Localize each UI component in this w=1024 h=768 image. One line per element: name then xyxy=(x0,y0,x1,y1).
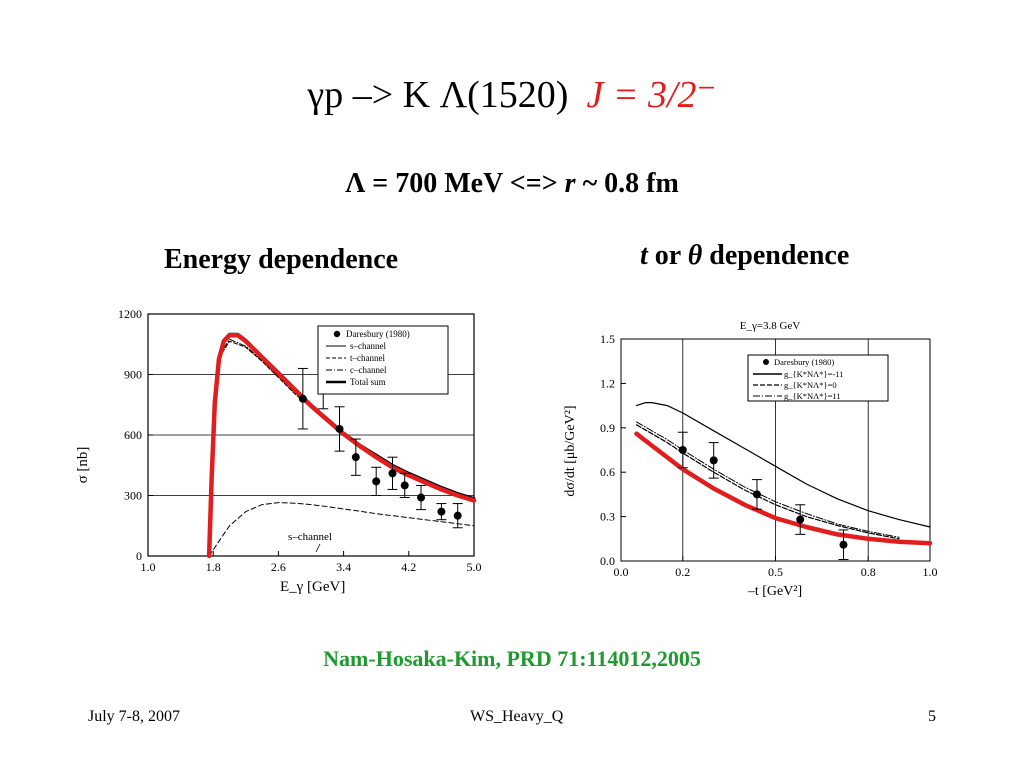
data-point xyxy=(335,424,344,433)
s-channel-annotation: s–channel xyxy=(288,531,332,543)
legend-marker-daresbury xyxy=(333,330,341,338)
x-tick-label: 5.0 xyxy=(467,560,482,574)
data-point xyxy=(709,456,718,465)
y-tick-label: 1.2 xyxy=(600,376,615,390)
x-tick-label: 1.0 xyxy=(923,565,938,579)
footer-page-number: 5 xyxy=(928,708,936,725)
legend-marker-daresbury xyxy=(763,359,769,365)
data-point xyxy=(388,469,397,478)
data-point xyxy=(417,493,426,502)
data-point xyxy=(839,540,848,549)
legend-daresbury: Daresbury (1980) xyxy=(774,357,834,367)
x-tick-label: 0.8 xyxy=(861,565,876,579)
y-tick-label: 0.0 xyxy=(600,554,615,568)
data-point xyxy=(453,511,462,520)
y-axis-label: dσ/dt [μb/GeV²] xyxy=(563,405,578,496)
x-tick-label: 1.0 xyxy=(141,560,156,574)
subtitle-lambda: Λ = 700 MeV <=> xyxy=(345,168,565,199)
y-tick-label: 900 xyxy=(124,368,142,382)
legend-right: Daresbury (1980) g_{K*NΛ*}=-11 g_{K*NΛ*}… xyxy=(747,354,889,402)
data-point xyxy=(372,477,381,486)
legend-daresbury: Daresbury (1980) xyxy=(346,329,410,339)
curve-g-minus11 xyxy=(635,402,931,528)
right-panel-title: t or θ dependence xyxy=(640,240,849,272)
subtitle-rest: ~ 0.8 fm xyxy=(575,168,679,199)
curve-s-channel xyxy=(208,502,475,557)
data-point xyxy=(437,507,446,516)
y-tick-label: 0.3 xyxy=(600,510,615,524)
annotation-pointer xyxy=(315,543,321,553)
legend-t-channel: t–channel xyxy=(350,353,385,363)
left-panel-title: Energy dependence xyxy=(164,244,399,275)
y-tick-label: 0 xyxy=(136,549,142,563)
legend-total: Total sum xyxy=(350,377,386,387)
data-point xyxy=(796,515,805,524)
x-tick-label: 3.4 xyxy=(336,560,351,574)
data-point xyxy=(752,490,761,499)
title-spin: J = 3/2⁻ xyxy=(586,74,717,116)
x-tick-label: 4.2 xyxy=(401,560,416,574)
footer-center: WS_Heavy_Q xyxy=(470,708,564,725)
x-tick-label: 0.5 xyxy=(768,565,783,579)
data-point xyxy=(351,453,360,462)
legend-c-channel: c–channel xyxy=(350,365,387,375)
x-axis-label: E_γ [GeV] xyxy=(280,579,345,595)
data-point xyxy=(400,481,409,490)
legend-g-minus11: g_{K*NΛ*}=-11 xyxy=(784,369,843,379)
x-axis-label: –t [GeV²] xyxy=(747,584,802,599)
y-tick-label: 0.9 xyxy=(600,421,615,435)
right-title-or: or xyxy=(647,240,688,271)
curve-g-11 xyxy=(636,421,900,538)
right-title-rest: dependence xyxy=(702,240,850,271)
legend-g-0: g_{K*NΛ*}=0 xyxy=(784,380,837,390)
curve-model-red xyxy=(634,431,933,546)
citation: Nam-Hosaka-Kim, PRD 71:114012,2005 xyxy=(323,646,701,671)
right-title-t: t xyxy=(640,240,648,271)
x-tick-label: 1.8 xyxy=(206,560,221,574)
x-tick-label: 0.2 xyxy=(675,565,690,579)
x-tick-label: 2.6 xyxy=(271,560,286,574)
y-tick-label: 0.6 xyxy=(600,465,615,479)
legend-g-11: g_{K*NΛ*}=11 xyxy=(784,391,841,401)
y-tick-label: 1200 xyxy=(118,307,142,321)
data-point xyxy=(298,394,307,403)
energy-dependence-chart: 0 300 600 900 1200 1.0 1.8 2.6 3.4 4.2 5.0 Daresbu… xyxy=(75,307,482,595)
t-dependence-chart: E_γ=3.8 GeV 0.0 0.3 0.6 0.9 1.2 1.5 0.0 0.2 0.5 0… xyxy=(563,320,938,599)
curve-g-0 xyxy=(635,424,900,540)
right-title-theta: θ xyxy=(687,240,703,271)
data-point xyxy=(678,446,687,454)
slide-title: γp –> K Λ(1520) J = 3/2⁻ xyxy=(0,72,1024,117)
legend-s-channel: s–channel xyxy=(350,341,386,351)
slide-subtitle: Λ = 700 MeV <=> r ~ 0.8 fm xyxy=(0,168,1024,200)
footer-date: July 7-8, 2007 xyxy=(88,708,180,725)
legend-left: Daresbury (1980) s–channel t–channel c–c… xyxy=(317,325,449,395)
x-tick-label: 0.0 xyxy=(614,565,629,579)
y-axis-label: σ [nb] xyxy=(75,447,91,484)
y-tick-label: 300 xyxy=(124,489,142,503)
y-tick-label: 600 xyxy=(124,428,142,442)
chart-title: E_γ=3.8 GeV xyxy=(740,320,801,332)
title-reaction: γp –> K Λ(1520) xyxy=(307,74,569,116)
subtitle-r: r xyxy=(564,168,576,199)
y-tick-label: 1.5 xyxy=(600,332,615,346)
